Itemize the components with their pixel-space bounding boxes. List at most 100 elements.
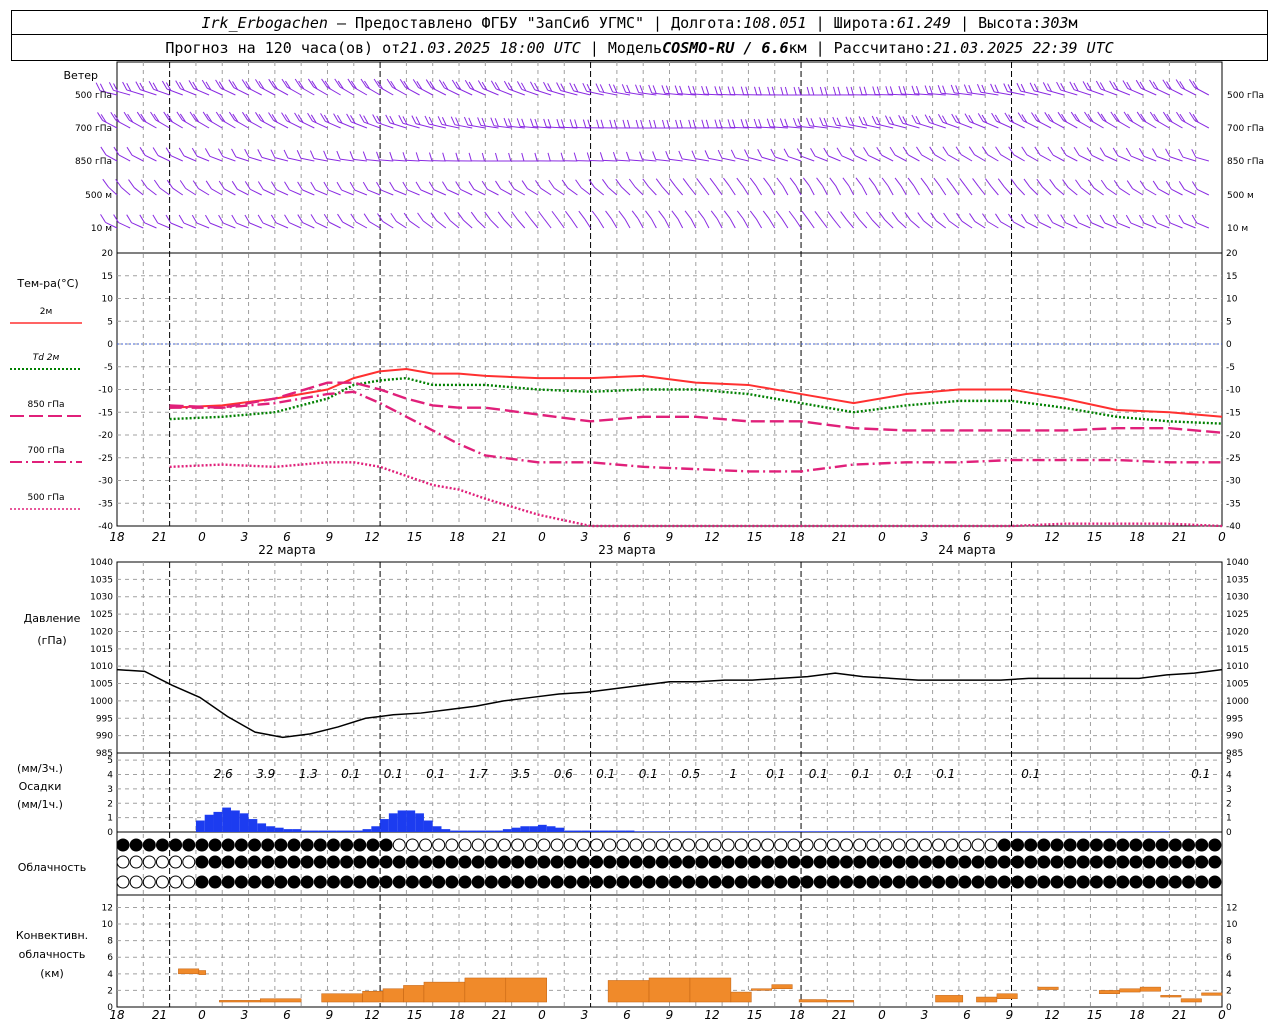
wind-barb-feather [744, 149, 749, 158]
wind-barb-shaft [868, 154, 881, 162]
wind-barb-feather [255, 112, 262, 121]
wind-barb-feather [323, 150, 328, 159]
precip-3h-total: 1 [729, 767, 737, 781]
wind-barb-shaft [1181, 119, 1196, 129]
x-tick-hour: 3 [241, 530, 249, 544]
cloud-cover-symbol [287, 838, 301, 852]
y-tick-right: 0 [1226, 828, 1232, 838]
y-tick-right: -30 [1226, 477, 1241, 487]
wind-barb-feather [943, 212, 950, 222]
wind-barb-shaft [675, 186, 684, 196]
wind-barb-feather [176, 111, 183, 121]
series-t2m [169, 368, 1223, 418]
cloud-cover-symbol [537, 875, 551, 889]
cloud-cover-symbol [1116, 875, 1130, 889]
wind-barb-shaft [313, 158, 328, 162]
wind-barb-feather [1073, 147, 1080, 156]
wind-barb-feather [122, 81, 128, 91]
wind-barb-shaft [961, 220, 973, 229]
wind-barb-shaft [315, 221, 328, 229]
wind-barb-feather [362, 151, 367, 160]
wind-barb-feather [1087, 179, 1095, 189]
cloud-cover-symbol [419, 855, 433, 869]
wind-barb-shaft [351, 121, 368, 129]
wind-barb-shaft [782, 185, 789, 196]
wind-barb-feather [723, 210, 731, 220]
cloud-cover-symbol [616, 838, 630, 852]
wind-barb-feather [215, 79, 221, 89]
precip-bar [643, 831, 652, 832]
wind-barb-feather [1125, 214, 1132, 224]
wind-barb-feather [166, 113, 173, 123]
wind-barb-shaft [196, 222, 210, 229]
x-tick-hour: 3 [581, 1008, 589, 1022]
cloud-cover-symbol [129, 875, 143, 889]
wind-barb-feather [123, 111, 130, 121]
cloud-cover-symbol [287, 855, 301, 869]
cloud-cover-symbol [708, 855, 722, 869]
wind-barb-feather [1008, 114, 1014, 123]
cloud-cover-symbol [1208, 838, 1222, 852]
cloud-cover-symbol [497, 838, 511, 852]
x-tick-hour: 15 [747, 1008, 762, 1022]
wind-barb-feather [231, 148, 237, 158]
wind-barb-feather [626, 151, 630, 161]
wind-barb-feather [784, 118, 789, 127]
wind-barb-shaft [273, 86, 289, 96]
precip-bar [993, 831, 1003, 832]
cloud-cover-symbol [695, 855, 709, 869]
wind-barb-feather [464, 79, 471, 89]
cloud-cover-symbol [787, 855, 801, 869]
wind-barb-shaft [289, 222, 302, 229]
wind-level-label-right: 700 гПа [1227, 124, 1264, 134]
precip-bar [950, 831, 959, 832]
wind-barb-feather [635, 84, 640, 93]
wind-barb-feather [244, 214, 251, 224]
wind-barb-feather [758, 86, 762, 95]
wind-barb-feather [1036, 178, 1044, 188]
wind-barb-shaft [651, 92, 670, 96]
wind-barb-feather [201, 79, 208, 89]
precip-bar [327, 830, 337, 832]
cloud-cover-symbol [169, 875, 183, 889]
wind-barb-feather [1113, 113, 1120, 123]
convective-bar [1180, 998, 1202, 1003]
precip-unit-1h: (мм/1ч.) [17, 798, 63, 811]
calc-value: 21.03.2025 22:39 UTC [933, 38, 1114, 57]
wind-barb-feather [675, 119, 679, 129]
wind-barb-feather [337, 213, 344, 223]
y-tick-right: 0 [1226, 1003, 1232, 1013]
precip-bar [730, 831, 740, 832]
wind-barb-feather [1087, 113, 1094, 123]
precip-3h-total: 3.5 [511, 767, 530, 781]
wind-barb-feather [521, 180, 528, 189]
cloud-cover-symbol [379, 875, 393, 889]
wind-barb-feather [494, 82, 501, 91]
wind-barb-feather [749, 210, 757, 220]
wind-barb-feather [232, 113, 239, 123]
cloud-cover-symbol [945, 838, 959, 852]
wind-barb-shaft [249, 222, 262, 229]
x-tick-hour: 0 [1218, 1008, 1226, 1022]
wind-barb-feather [780, 86, 784, 96]
wind-barb-feather [701, 85, 705, 95]
wind-barb-feather [241, 79, 248, 88]
wind-barb-feather [520, 82, 527, 92]
wind-barb-feather [205, 180, 212, 190]
precip-bar [783, 831, 793, 832]
wind-barb-feather [661, 85, 666, 94]
wind-barb-shaft [894, 154, 907, 162]
wind-barb-feather [218, 214, 224, 224]
wind-barb-feather [1100, 179, 1108, 189]
cloud-cover-symbol [471, 838, 485, 852]
wind-barb-shaft [935, 220, 947, 229]
wind-barb-feather [661, 119, 666, 129]
wind-barb-feather [415, 181, 422, 191]
wind-barb-shaft [405, 159, 420, 162]
cloud-cover-symbol [1103, 838, 1117, 852]
wind-barb-feather [115, 179, 122, 188]
convective-bar [362, 990, 384, 1003]
x-tick-hour: 3 [241, 1008, 249, 1022]
wind-barb-feather [894, 177, 902, 187]
wind-barb-feather [481, 180, 488, 190]
